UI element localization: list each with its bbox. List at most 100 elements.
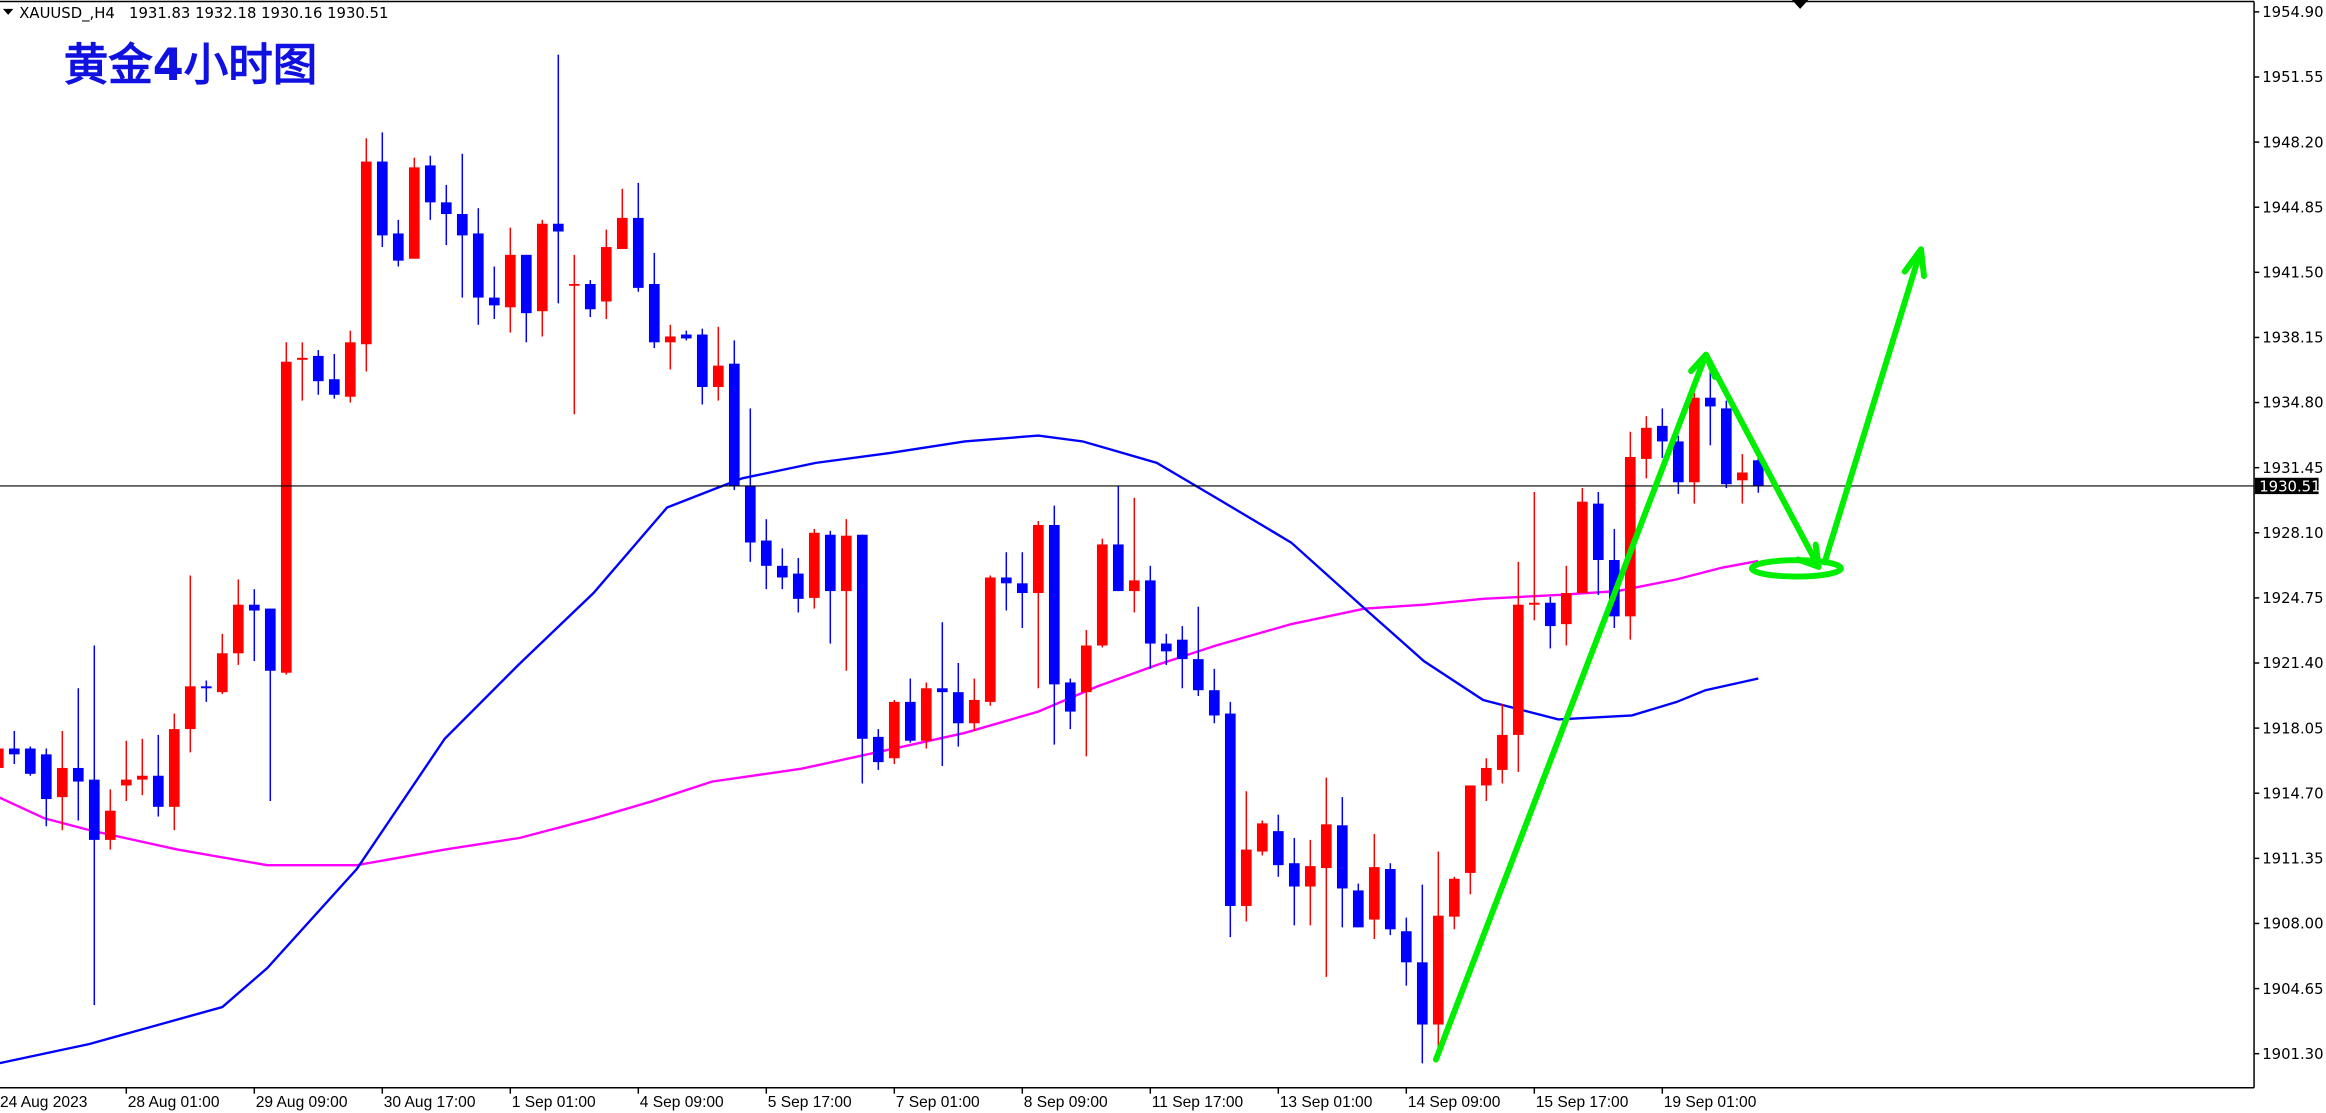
candle-body xyxy=(1256,823,1268,852)
candle xyxy=(952,663,964,747)
candle xyxy=(40,748,52,827)
candle xyxy=(744,408,756,562)
candle-body xyxy=(360,161,372,345)
candle xyxy=(248,589,260,662)
candle-body xyxy=(632,217,644,288)
candle xyxy=(232,579,244,665)
candle-body xyxy=(408,167,420,259)
candle xyxy=(888,699,900,765)
candle xyxy=(120,740,132,802)
candle-body xyxy=(552,223,564,232)
price-tick-label: 1948.20 xyxy=(2262,134,2323,151)
candle xyxy=(1480,758,1492,802)
candle xyxy=(408,157,420,259)
candle xyxy=(1288,837,1300,926)
candle xyxy=(1256,820,1268,856)
candle-body xyxy=(424,165,436,203)
candle-body xyxy=(312,355,324,382)
candle xyxy=(1000,552,1012,611)
candle-body xyxy=(120,779,132,786)
annotation-up-arrowhead xyxy=(1901,246,1927,279)
candle-body xyxy=(696,334,708,388)
candle xyxy=(616,188,628,250)
price-tick-label: 1924.75 xyxy=(2262,590,2323,607)
candle-body xyxy=(904,701,916,741)
candle-body xyxy=(1208,690,1220,716)
candle-body xyxy=(296,357,308,360)
candle xyxy=(824,530,836,644)
candle xyxy=(648,252,660,349)
candle-body xyxy=(8,748,20,755)
candle xyxy=(680,330,692,341)
candle-body xyxy=(1656,425,1668,442)
ma-slow-line xyxy=(0,559,1759,867)
candle-body xyxy=(136,775,148,780)
chart-title: 黄金4小时图 xyxy=(64,40,317,91)
price-tick-label: 1954.90 xyxy=(2262,4,2323,21)
candle-body xyxy=(168,729,180,807)
candle xyxy=(536,219,548,337)
time-tick-label: 7 Sep 01:00 xyxy=(896,1094,980,1111)
candle-body xyxy=(936,688,948,693)
candle xyxy=(360,138,372,372)
candle-body xyxy=(24,748,36,774)
shift-marker-icon[interactable] xyxy=(1791,0,1809,9)
price-tick-label: 1944.85 xyxy=(2262,199,2323,216)
candle xyxy=(1112,486,1124,592)
candle-body xyxy=(200,686,212,689)
candle xyxy=(216,633,228,695)
candle-body xyxy=(888,701,900,759)
candle xyxy=(904,678,916,743)
price-tick-label: 1928.10 xyxy=(2262,525,2323,542)
candle xyxy=(728,340,740,491)
candle-body xyxy=(616,217,628,250)
time-axis[interactable]: 24 Aug 2023 28 Aug 01:00 29 Aug 09:00 30 Au… xyxy=(0,1087,1757,1111)
price-tick-label: 1914.70 xyxy=(2262,785,2323,802)
time-tick-label: 8 Sep 09:00 xyxy=(1024,1094,1108,1111)
candle xyxy=(1640,416,1652,479)
candle-body xyxy=(808,532,820,598)
candle xyxy=(488,266,500,319)
candle xyxy=(1352,883,1364,928)
candle xyxy=(840,519,852,671)
candle-body xyxy=(1224,713,1236,906)
ohlc-readout: 1931.83 1932.18 1930.16 1930.51 xyxy=(129,5,388,22)
candle xyxy=(1224,701,1236,938)
candle-body xyxy=(1400,931,1412,963)
candle-body xyxy=(1000,577,1012,584)
candle xyxy=(1304,839,1316,926)
candle xyxy=(1016,552,1028,629)
candle xyxy=(520,254,532,343)
ma-fast-line xyxy=(0,434,1759,1065)
price-axis[interactable]: 1954.90 1951.55 1948.20 1944.85 1941.50 1938.… xyxy=(2254,4,2324,1063)
price-tick-label: 1938.15 xyxy=(2262,330,2323,347)
candle xyxy=(8,731,20,765)
candle-body xyxy=(680,334,692,339)
candle-body xyxy=(1752,460,1764,486)
dropdown-triangle-icon[interactable] xyxy=(2,8,14,15)
candle-body xyxy=(728,363,740,487)
candle xyxy=(1544,596,1556,649)
time-tick-label: 15 Sep 17:00 xyxy=(1536,1094,1629,1111)
candle xyxy=(136,738,148,796)
candle-body xyxy=(0,748,4,768)
candle-body xyxy=(568,283,580,286)
candle xyxy=(856,534,868,784)
candle xyxy=(24,746,36,776)
current-price-tag-bg xyxy=(2254,477,2319,495)
candle-body xyxy=(56,767,68,798)
candle-body xyxy=(1368,867,1380,920)
candle xyxy=(376,132,388,248)
candle-body xyxy=(872,736,884,763)
candle-body xyxy=(1384,869,1396,930)
candle-body xyxy=(712,365,724,388)
candle-body xyxy=(1592,503,1604,560)
candle xyxy=(1720,400,1732,489)
candle xyxy=(504,227,516,333)
candle xyxy=(1368,834,1380,940)
candle-body xyxy=(1736,472,1748,481)
price-tick-label: 1934.80 xyxy=(2262,395,2323,412)
candle xyxy=(104,789,116,850)
candle xyxy=(872,729,884,770)
